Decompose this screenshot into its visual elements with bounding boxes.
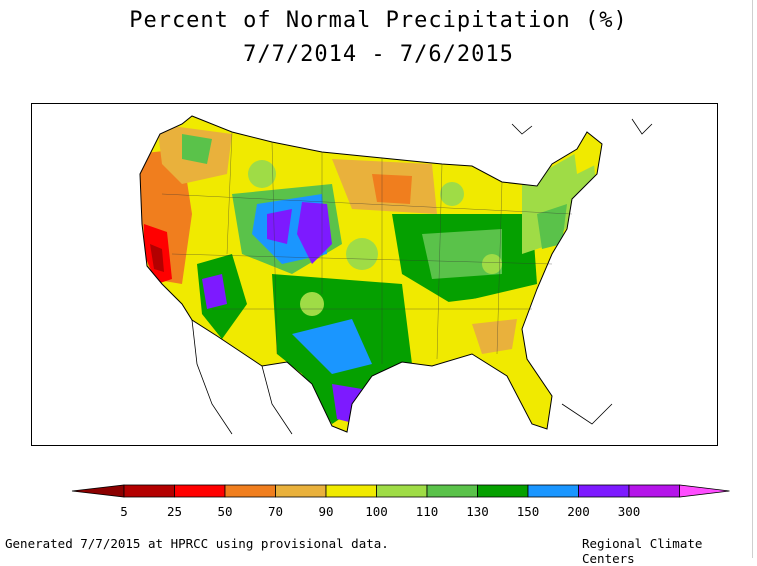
legend-tick-label: 100 <box>365 504 388 519</box>
legend-tick-label: 50 <box>217 504 232 519</box>
legend-swatch <box>224 484 276 498</box>
legend-swatch <box>628 484 680 498</box>
precipitation-fill <box>140 116 602 432</box>
legend-tick-label: 90 <box>318 504 333 519</box>
legend-swatch <box>527 484 579 498</box>
legend-swatch <box>376 484 428 498</box>
credits: Regional Climate Centers <box>582 536 703 566</box>
legend-tick-label: 300 <box>618 504 641 519</box>
legend-swatch <box>123 484 175 498</box>
legend-tick-label: 70 <box>268 504 283 519</box>
legend-tick-label: 150 <box>517 504 540 519</box>
generated-note: Generated 7/7/2015 at HPRCC using provis… <box>5 536 389 551</box>
legend-swatch <box>174 484 226 498</box>
legend-tick-label: 5 <box>120 504 128 519</box>
legend-high-arrow <box>679 484 730 498</box>
legend-swatch <box>477 484 529 498</box>
legend-swatch <box>325 484 377 498</box>
state-boundaries <box>161 131 573 364</box>
legend-tick-label: 25 <box>167 504 182 519</box>
us-outline <box>139 115 603 433</box>
legend-colorbar: 5 25 50 70 90 100 110 130 150 200 300 <box>71 484 730 519</box>
precipitation-map <box>139 115 653 435</box>
map-frame <box>31 103 718 446</box>
page-edge-line <box>752 0 753 558</box>
legend-tick-label: 130 <box>466 504 489 519</box>
legend-low-arrow <box>71 484 125 498</box>
legend-swatch <box>578 484 630 498</box>
legend-swatch <box>426 484 478 498</box>
map-date-range: 7/7/2014 - 7/6/2015 <box>243 42 514 67</box>
border-linework <box>191 118 653 435</box>
map-title: Percent of Normal Precipitation (%) <box>129 8 628 33</box>
legend-tick-label: 110 <box>416 504 439 519</box>
legend-swatch <box>275 484 327 498</box>
legend-tick-label: 200 <box>567 504 590 519</box>
